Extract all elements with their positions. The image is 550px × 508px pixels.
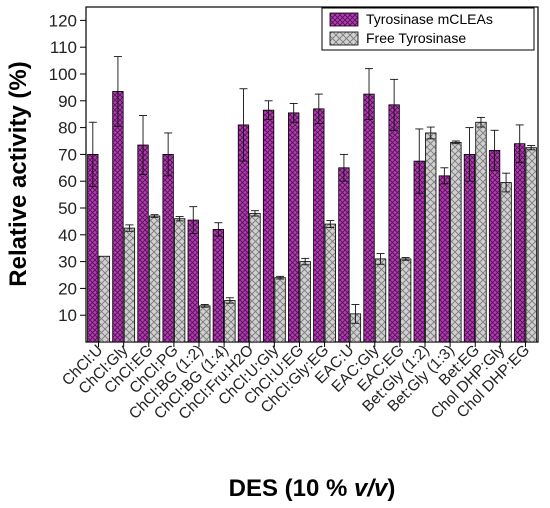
y-tick-label: 120 <box>49 11 77 30</box>
y-axis-title: Relative activity (%) <box>5 61 32 286</box>
y-axis-ticks: 10 20 30 40 50 60 70 80 90 100 110 120 <box>49 11 86 325</box>
bar-mclea <box>514 143 526 343</box>
y-tick-label: 40 <box>58 226 77 245</box>
y-tick-label: 30 <box>58 253 77 272</box>
bar-free <box>500 182 512 343</box>
bar-mclea <box>463 153 476 343</box>
bar-mclea <box>112 91 124 343</box>
y-tick-label: 70 <box>58 145 77 164</box>
bar-mclea <box>488 149 501 343</box>
y-tick-label: 60 <box>58 172 77 191</box>
bar-free <box>324 223 336 343</box>
bar-mclea <box>212 229 225 343</box>
bar-free <box>299 261 311 343</box>
bar-free <box>199 305 211 343</box>
legend-swatch-free <box>329 31 359 46</box>
bar-free <box>425 132 437 343</box>
x-axis-title: DES (10 % v/v) <box>229 475 396 502</box>
bar-mclea <box>388 104 400 343</box>
bar-mclea <box>187 219 199 343</box>
y-tick-label: 90 <box>58 92 77 111</box>
legend-label-mclea: Tyrosinase mCLEAs <box>366 11 493 27</box>
bar-free <box>399 258 412 343</box>
bar-free <box>148 215 161 343</box>
bar-free <box>525 147 537 343</box>
y-tick-label: 100 <box>49 65 77 84</box>
bar-mclea <box>288 112 300 343</box>
x-axis-title-prefix: DES (10 % <box>229 475 354 502</box>
y-tick-label: 80 <box>58 119 77 138</box>
x-axis-title-italic: v/v <box>354 475 389 502</box>
bar-free <box>249 212 261 343</box>
plot-frame <box>85 6 539 343</box>
bar-mclea <box>363 93 375 343</box>
legend: Tyrosinase mCLEAs Free Tyrosinase <box>321 7 535 51</box>
bar-free <box>123 227 136 343</box>
y-tick-label: 110 <box>50 38 77 57</box>
bar-mclea <box>262 109 275 343</box>
bar-free <box>450 141 462 343</box>
bars-group <box>87 56 537 343</box>
bar-free <box>224 300 236 343</box>
bar-mclea <box>313 108 325 343</box>
y-tick-label: 20 <box>58 279 77 298</box>
bar-mclea <box>338 167 350 343</box>
legend-label-free: Free Tyrosinase <box>366 30 466 46</box>
y-tick-label: 10 <box>58 306 77 325</box>
y-tick-label: 50 <box>58 199 77 218</box>
bar-free <box>98 255 110 343</box>
bar-mclea <box>438 175 451 343</box>
bar-free <box>475 121 487 343</box>
legend-swatch-mclea <box>329 12 359 27</box>
bar-free <box>274 277 286 343</box>
x-axis-title-suffix: ) <box>387 475 395 502</box>
bar-free <box>173 218 186 343</box>
bar-mclea <box>162 153 174 343</box>
bar-free <box>374 258 387 343</box>
